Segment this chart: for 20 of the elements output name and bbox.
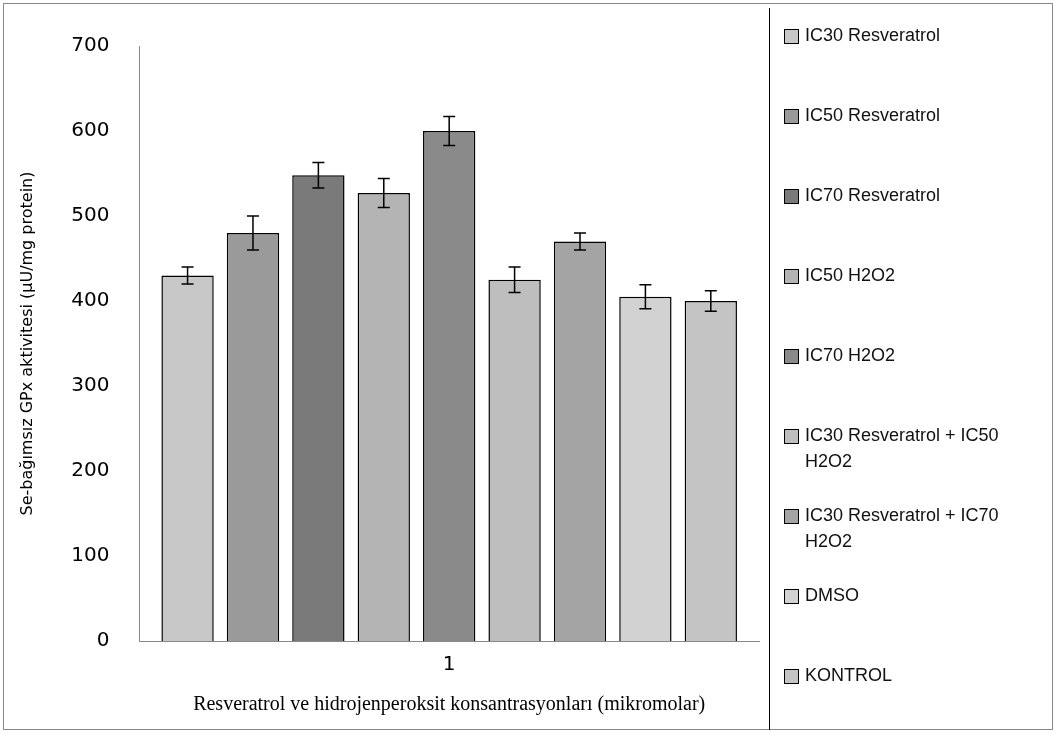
legend-label: IC30 Resveratrol + IC50 H2O2 [805,424,1000,473]
y-tick-label: 300 [71,372,110,397]
y-tick-label: 200 [71,457,110,482]
legend-label: IC30 Resveratrol + IC70 H2O2 [805,504,1000,553]
y-tick-label: 600 [71,117,110,142]
y-tick-label: 100 [71,542,110,567]
legend-label: IC50 H2O2 [805,264,896,287]
y-tick-label: 700 [71,32,110,57]
y-axis-title: Se-bağımsız GPx aktivitesi (µU/mg protein) [16,171,36,516]
legend-label: IC30 Resveratrol [805,24,941,47]
legend-label: IC50 Resveratrol [805,104,941,127]
legend-label: IC70 H2O2 [805,344,896,367]
y-tick-label: 400 [71,287,110,312]
legend-label: IC70 Resveratrol [805,184,941,207]
legend-label: KONTROL [805,664,893,687]
x-axis-title: Resveratrol ve hidrojenperoksit konsantrasyonları (mikromolar) [193,692,706,716]
legend-label: DMSO [805,584,859,607]
y-tick-label: 500 [71,202,110,227]
y-tick-label: 0 [96,627,110,652]
x-tick-label: 1 [442,651,456,676]
